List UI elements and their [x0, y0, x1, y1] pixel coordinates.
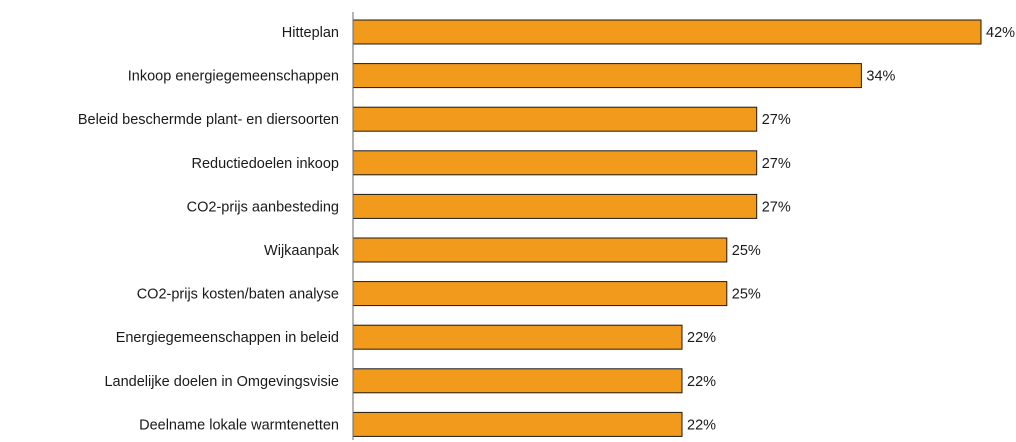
- value-labels: 42% 34% 27% 27% 27% 25% 25% 22% 22% 22%: [687, 25, 1015, 433]
- value-label: 22%: [687, 330, 716, 346]
- category-label: Deelname lokale warmtenetten: [139, 417, 339, 433]
- value-label: 42%: [986, 25, 1015, 41]
- bar: [352, 150, 758, 176]
- value-label: 22%: [687, 417, 716, 433]
- value-label: 25%: [732, 243, 761, 259]
- bar: [352, 411, 683, 437]
- value-label: 25%: [732, 287, 761, 303]
- bar: [352, 368, 683, 394]
- category-label: Hitteplan: [282, 25, 339, 41]
- category-label: Wijkaanpak: [264, 243, 340, 259]
- category-label: Energiegemeenschappen in beleid: [116, 330, 339, 346]
- category-label: Landelijke doelen in Omgevingsvisie: [104, 374, 339, 390]
- category-label: CO2-prijs kosten/baten analyse: [137, 287, 339, 303]
- category-label: Beleid beschermde plant- en diersoorten: [78, 112, 339, 128]
- value-label: 34%: [866, 69, 895, 85]
- value-label: 22%: [687, 374, 716, 390]
- value-label: 27%: [762, 112, 791, 128]
- bar: [352, 324, 683, 350]
- category-label: Reductiedoelen inkoop: [191, 156, 339, 172]
- value-label: 27%: [762, 199, 791, 215]
- bar: [352, 237, 728, 263]
- bar: [352, 19, 982, 45]
- bar: [352, 63, 862, 89]
- category-label: CO2-prijs aanbesteding: [187, 199, 339, 215]
- bar: [352, 193, 758, 219]
- category-label: Inkoop energiegemeenschappen: [128, 69, 339, 85]
- bars-layer: [352, 19, 982, 437]
- value-label: 27%: [762, 156, 791, 172]
- bar: [352, 106, 758, 132]
- bar: [352, 281, 728, 307]
- category-labels: Hitteplan Inkoop energiegemeenschappen Bel…: [78, 25, 340, 433]
